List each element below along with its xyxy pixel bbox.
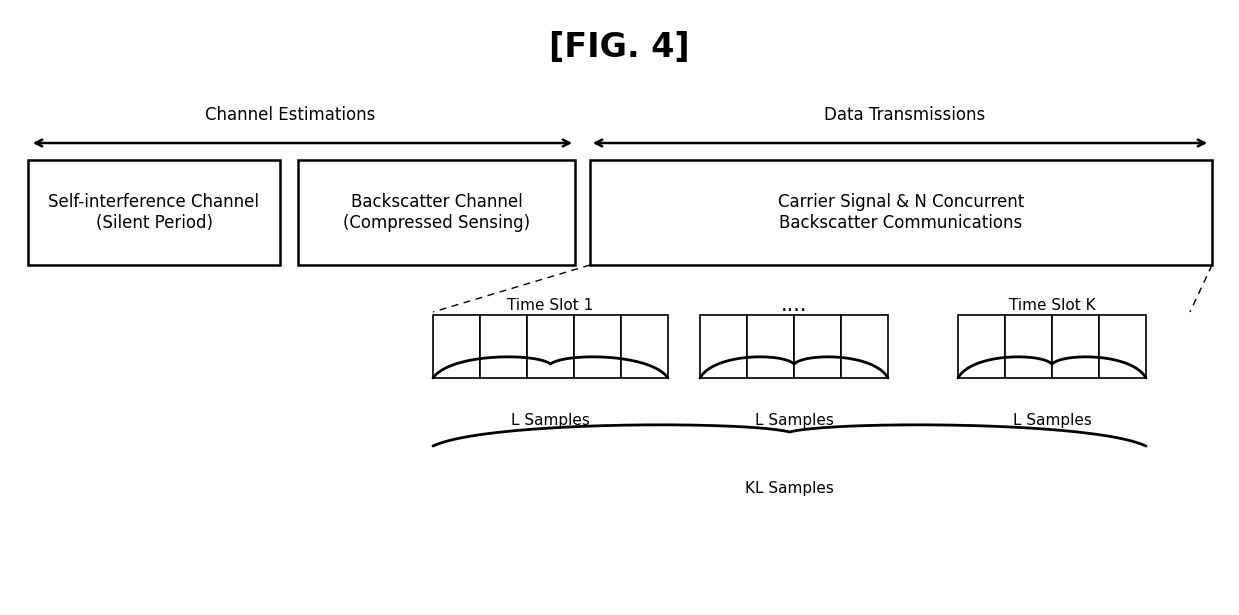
Bar (747, 315, 794, 378)
Bar (700, 315, 747, 378)
Text: L Samples: L Samples (1012, 413, 1092, 427)
Text: Time Slot K: Time Slot K (1009, 298, 1095, 312)
Bar (841, 315, 888, 378)
Bar (527, 315, 574, 378)
Text: ....: .... (781, 295, 808, 315)
Text: L Samples: L Samples (510, 413, 590, 427)
Bar (958, 315, 1005, 378)
Text: Channel Estimations: Channel Estimations (204, 106, 375, 124)
Text: Self-interference Channel
(Silent Period): Self-interference Channel (Silent Period… (48, 193, 259, 232)
Text: [FIG. 4]: [FIG. 4] (549, 31, 689, 65)
Bar (574, 315, 621, 378)
Bar (28, 160, 280, 265)
Bar (432, 315, 479, 378)
Bar (1005, 315, 1052, 378)
Text: Carrier Signal & N Concurrent
Backscatter Communications: Carrier Signal & N Concurrent Backscatte… (778, 193, 1025, 232)
Text: Data Transmissions: Data Transmissions (824, 106, 986, 124)
Text: Time Slot 1: Time Slot 1 (508, 298, 593, 312)
Bar (621, 315, 668, 378)
Bar (1052, 315, 1099, 378)
Text: L Samples: L Samples (755, 413, 834, 427)
Bar (479, 315, 527, 378)
Bar (590, 160, 1212, 265)
Bar (299, 160, 575, 265)
Text: Backscatter Channel
(Compressed Sensing): Backscatter Channel (Compressed Sensing) (343, 193, 530, 232)
Bar (794, 315, 841, 378)
Bar (1099, 315, 1146, 378)
Text: KL Samples: KL Samples (745, 480, 834, 496)
